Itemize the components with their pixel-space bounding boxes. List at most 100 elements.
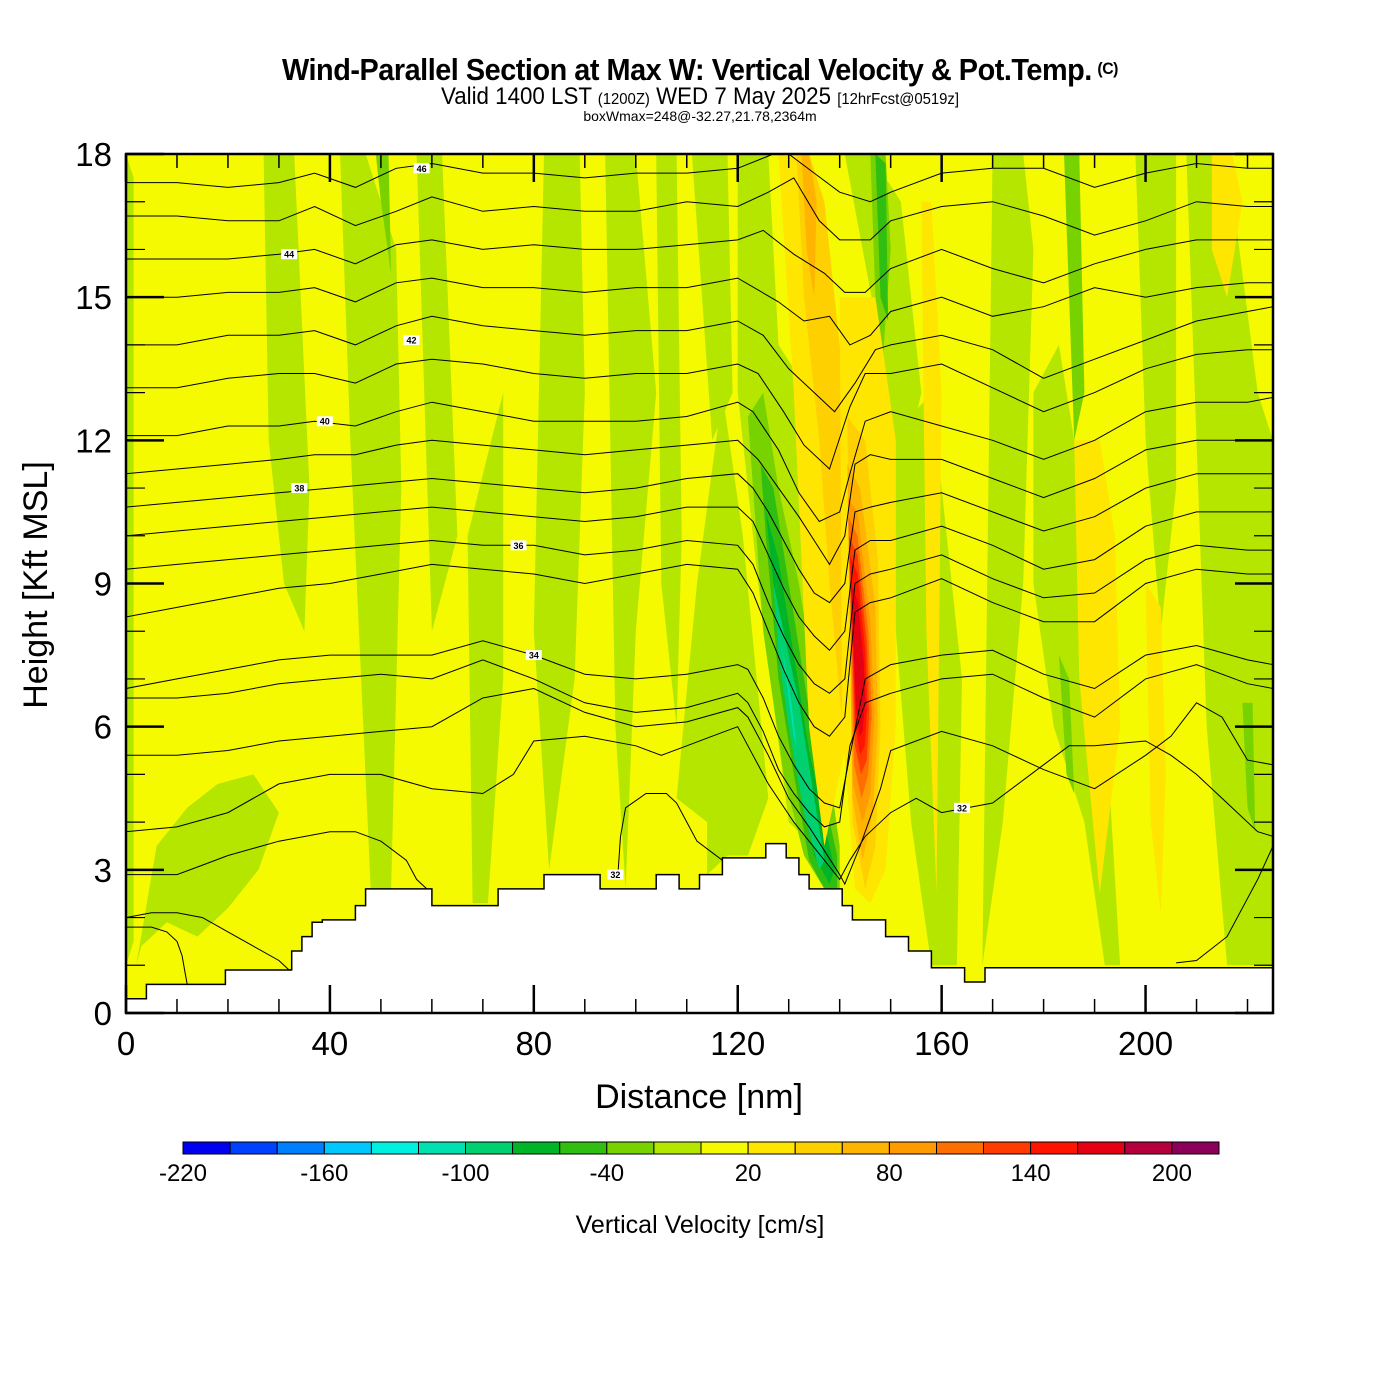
colorbar-box bbox=[370, 1141, 419, 1155]
isentrope-label-bg bbox=[403, 335, 420, 346]
colorbar-box bbox=[983, 1141, 1032, 1155]
isentrope-label-bg bbox=[525, 650, 542, 661]
y-tick-label: 3 bbox=[94, 852, 112, 889]
velocity-region bbox=[781, 640, 797, 746]
isentrope-line bbox=[1176, 845, 1273, 964]
colorbar-box bbox=[747, 1141, 796, 1155]
isentrope-label-text: 36 bbox=[514, 541, 524, 551]
contour-label-layer: 46 44 42 40 38 36 34 32 32 bbox=[281, 163, 971, 880]
y-tick-label: 18 bbox=[75, 136, 112, 173]
colorbar-box bbox=[653, 1141, 702, 1155]
x-tick-label: 80 bbox=[515, 1025, 552, 1062]
colorbar-tick-label: 200 bbox=[1152, 1160, 1192, 1187]
velocity-region bbox=[676, 392, 769, 875]
valid-time-lst: Valid 1400 LST bbox=[440, 83, 592, 110]
velocity-region bbox=[982, 154, 1034, 966]
colorbar-tick-label: 80 bbox=[876, 1160, 903, 1187]
colorbar-box bbox=[465, 1141, 514, 1155]
isentrope-line bbox=[126, 563, 1273, 737]
isentrope-label-bg bbox=[607, 869, 624, 880]
x-axis-title: Distance [nm] bbox=[595, 1078, 803, 1116]
colorbar-tick-label: -220 bbox=[159, 1160, 207, 1187]
isentrope-label: 32 bbox=[607, 869, 624, 880]
colorbar-tick-label: 20 bbox=[735, 1160, 762, 1187]
isentrope-label-text: 34 bbox=[529, 651, 539, 661]
colorbar-box bbox=[512, 1141, 561, 1155]
isentrope-line bbox=[126, 926, 188, 985]
terrain-fill bbox=[126, 843, 1273, 1013]
isentrope-label-bg bbox=[316, 416, 333, 427]
colorbar-box bbox=[323, 1141, 372, 1155]
colorbar-tick-label: -100 bbox=[441, 1160, 489, 1187]
isentrope-line bbox=[126, 277, 1273, 346]
velocity-region bbox=[921, 201, 942, 894]
isentrope-line bbox=[617, 793, 744, 875]
chart-subtitle: Valid 1400 LST (1200Z) WED 7 May 2025 [1… bbox=[49, 83, 1351, 111]
terrain-layer bbox=[126, 842, 1273, 1013]
colorbar-box bbox=[1030, 1141, 1079, 1155]
colorbar-box bbox=[936, 1141, 985, 1155]
colorbar-box bbox=[794, 1141, 843, 1155]
copyright-mark: (C) bbox=[1097, 59, 1118, 78]
isentrope-label-text: 40 bbox=[320, 417, 330, 427]
velocity-region bbox=[375, 154, 392, 274]
x-tick-label: 40 bbox=[312, 1025, 349, 1062]
isentrope-line bbox=[126, 659, 1273, 828]
isentrope-line bbox=[126, 539, 1273, 694]
isentrope-line bbox=[126, 439, 1273, 566]
colorbar-box bbox=[182, 1141, 231, 1155]
colorbar: -220 -160 -100 -40 20 80 140 200 bbox=[159, 1141, 1220, 1187]
colorbar-box bbox=[1171, 1141, 1220, 1155]
colorbar-box bbox=[418, 1141, 467, 1155]
isentrope-label: 40 bbox=[316, 416, 333, 427]
isentrope-label: 44 bbox=[281, 249, 298, 260]
valid-date: WED 7 May 2025 bbox=[656, 83, 831, 110]
velocity-region bbox=[1058, 655, 1075, 794]
colorbar-box bbox=[1077, 1141, 1126, 1155]
isentrope-label-bg bbox=[291, 483, 308, 494]
velocity-region bbox=[1135, 154, 1177, 632]
isentrope-label-bg bbox=[413, 163, 430, 174]
valid-time-utc: (1200Z) bbox=[597, 91, 650, 108]
y-tick-label: 9 bbox=[94, 566, 112, 603]
colorbar-box bbox=[559, 1141, 608, 1155]
y-tick-label: 15 bbox=[75, 279, 112, 316]
title-text: Wind-Parallel Section at Max W: Vertical… bbox=[282, 52, 1092, 87]
isentrope-label-text: 38 bbox=[294, 484, 304, 494]
isentrope-label-bg bbox=[954, 802, 971, 813]
isentrope-label-text: 46 bbox=[417, 164, 427, 174]
terrain-outline bbox=[126, 842, 1273, 1000]
isentrope-label: 32 bbox=[954, 802, 971, 813]
colorbar-box bbox=[606, 1141, 655, 1155]
isentrope-label-text: 44 bbox=[284, 250, 294, 260]
colorbar-tick-label: -40 bbox=[589, 1160, 624, 1187]
velocity-region bbox=[605, 154, 657, 889]
colorbar-tick-label: -160 bbox=[300, 1160, 348, 1187]
velocity-region bbox=[1242, 702, 1256, 832]
colorbar-tick-label: 140 bbox=[1011, 1160, 1051, 1187]
box-wmax-info: boxWmax=248@-32.27,21.78,2364m bbox=[583, 108, 817, 124]
velocity-region bbox=[1211, 154, 1243, 298]
isentrope-line bbox=[126, 726, 1273, 881]
isentrope-line bbox=[126, 177, 1273, 241]
x-tick-label: 0 bbox=[117, 1025, 135, 1062]
x-tick-label: 120 bbox=[710, 1025, 765, 1062]
isentrope-line bbox=[126, 506, 1273, 652]
velocity-fill-layer bbox=[126, 154, 1273, 1013]
velocity-region bbox=[1074, 440, 1121, 894]
isentrope-line bbox=[126, 154, 1273, 203]
colorbar-box bbox=[841, 1141, 890, 1155]
velocity-region bbox=[340, 154, 402, 889]
velocity-region bbox=[136, 774, 279, 966]
isentrope-line bbox=[126, 306, 1273, 413]
colorbar-title: Vertical Velocity [cm/s] bbox=[576, 1211, 825, 1239]
isentrope-label: 38 bbox=[291, 483, 308, 494]
x-tick-label: 160 bbox=[914, 1025, 969, 1062]
velocity-region bbox=[416, 154, 458, 632]
isentrope-contour-layer bbox=[126, 154, 1273, 985]
colorbar-box bbox=[1124, 1141, 1173, 1155]
velocity-region bbox=[656, 154, 682, 727]
y-tick-label: 6 bbox=[94, 709, 112, 746]
velocity-region bbox=[533, 154, 585, 870]
